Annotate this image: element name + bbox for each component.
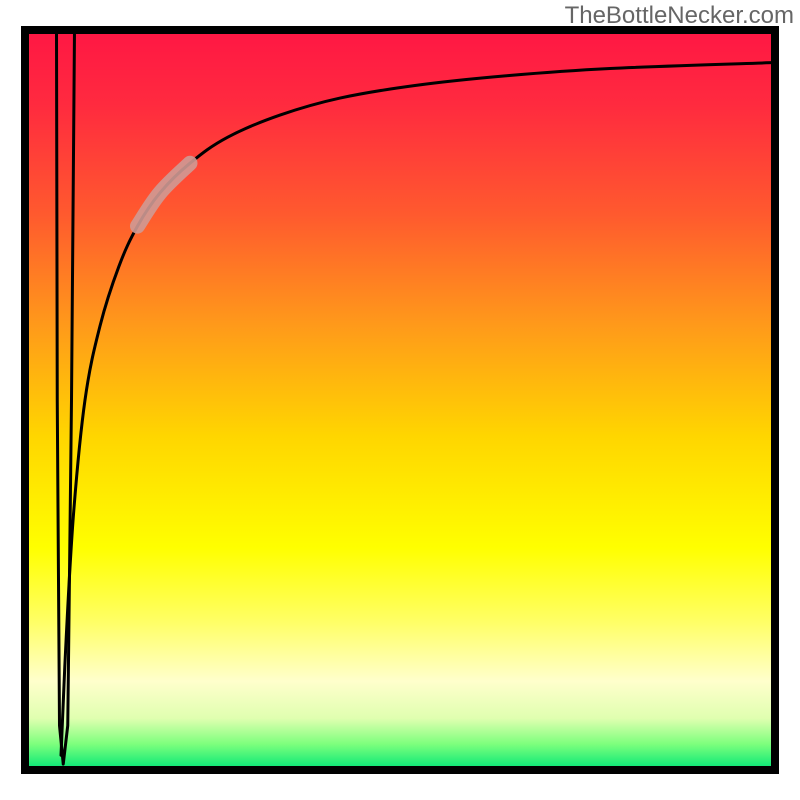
chart-container: TheBottleNecker.com (0, 0, 800, 800)
gradient-background (25, 30, 775, 770)
bottleneck-chart (0, 0, 800, 800)
attribution-label: TheBottleNecker.com (565, 2, 794, 30)
